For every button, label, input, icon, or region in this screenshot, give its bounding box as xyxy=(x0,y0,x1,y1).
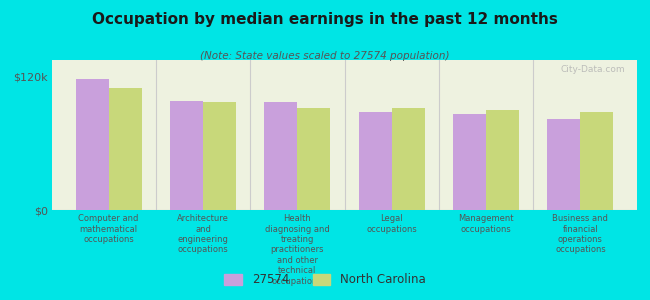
Bar xyxy=(75,79,109,210)
Bar xyxy=(547,119,580,210)
Bar xyxy=(486,110,519,210)
Text: (Note: State values scaled to 27574 population): (Note: State values scaled to 27574 popu… xyxy=(200,51,450,61)
Text: City-Data.com: City-Data.com xyxy=(561,64,625,74)
Text: Occupation by median earnings in the past 12 months: Occupation by median earnings in the pas… xyxy=(92,12,558,27)
Bar xyxy=(453,114,486,210)
Legend: 27574, North Carolina: 27574, North Carolina xyxy=(220,269,430,291)
Bar xyxy=(359,112,392,210)
Bar xyxy=(170,101,203,210)
Bar xyxy=(203,102,236,210)
Bar xyxy=(297,108,330,210)
Bar xyxy=(265,102,297,210)
Bar xyxy=(109,88,142,210)
Bar xyxy=(580,112,614,210)
Bar xyxy=(392,108,424,210)
